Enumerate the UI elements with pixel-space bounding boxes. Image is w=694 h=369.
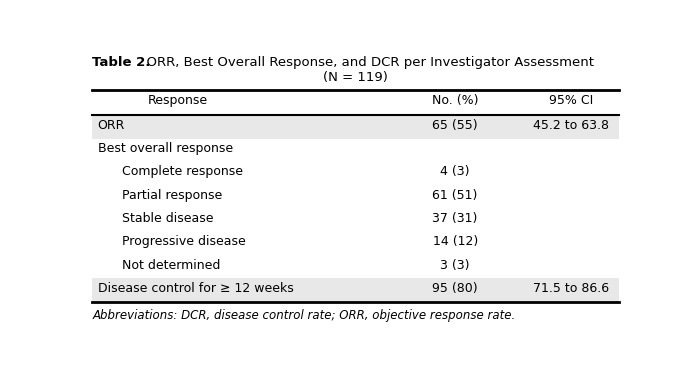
Text: 95 (80): 95 (80): [432, 282, 478, 295]
Text: 3 (3): 3 (3): [441, 259, 470, 272]
Text: Table 2.: Table 2.: [92, 56, 151, 69]
Text: 45.2 to 63.8: 45.2 to 63.8: [533, 119, 609, 132]
Text: ORR, Best Overall Response, and DCR per Investigator Assessment: ORR, Best Overall Response, and DCR per …: [138, 56, 594, 69]
Text: 71.5 to 86.6: 71.5 to 86.6: [533, 282, 609, 295]
Text: No. (%): No. (%): [432, 94, 478, 107]
Text: 14 (12): 14 (12): [432, 235, 477, 248]
Text: 37 (31): 37 (31): [432, 212, 478, 225]
Text: 4 (3): 4 (3): [441, 165, 470, 178]
Text: Best overall response: Best overall response: [97, 142, 232, 155]
Text: Progressive disease: Progressive disease: [121, 235, 246, 248]
Text: Stable disease: Stable disease: [121, 212, 213, 225]
Text: Abbreviations: DCR, disease control rate; ORR, objective response rate.: Abbreviations: DCR, disease control rate…: [92, 309, 516, 322]
Bar: [92, 115, 619, 139]
Text: (N = 119): (N = 119): [323, 71, 388, 84]
Text: 95% CI: 95% CI: [549, 94, 593, 107]
Text: Complete response: Complete response: [121, 165, 243, 178]
Text: Not determined: Not determined: [121, 259, 220, 272]
Text: 61 (51): 61 (51): [432, 189, 478, 201]
Text: ORR: ORR: [97, 119, 125, 132]
Bar: [92, 278, 619, 302]
Text: Disease control for ≥ 12 weeks: Disease control for ≥ 12 weeks: [97, 282, 294, 295]
Text: 65 (55): 65 (55): [432, 119, 478, 132]
Text: Response: Response: [148, 94, 208, 107]
Text: Partial response: Partial response: [121, 189, 222, 201]
